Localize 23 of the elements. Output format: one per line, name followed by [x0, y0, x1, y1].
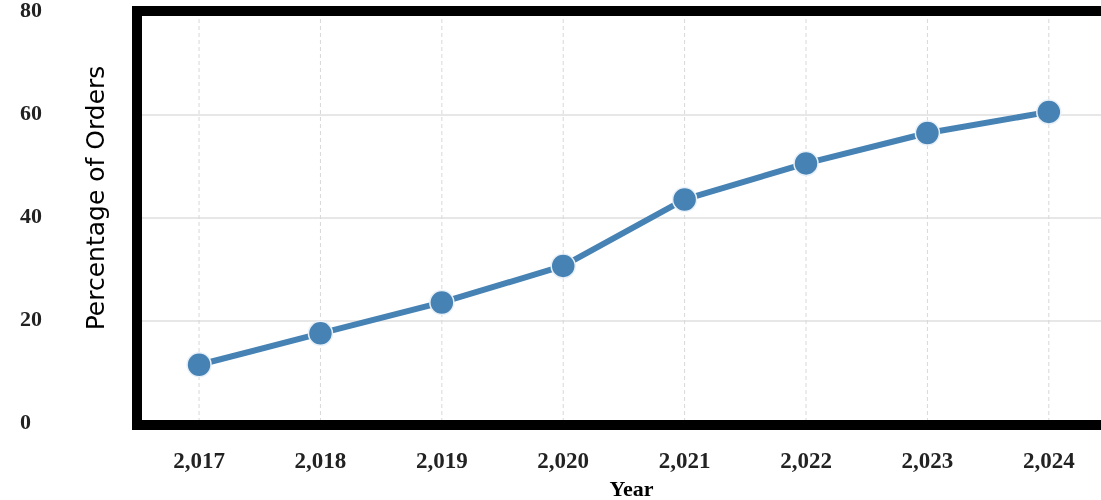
point [793, 150, 819, 177]
y-axis-title: Percentage of Orders [81, 65, 110, 331]
x-tick-label: 2,024 [1022, 448, 1076, 473]
y-tick-label: 80 [20, 0, 42, 23]
x-tick-label: 2,022 [780, 448, 832, 473]
x-axis-title: Year [609, 476, 654, 500]
y-tick-label: 0 [20, 409, 31, 435]
point [914, 120, 941, 146]
x-tick-label: 2,023 [901, 448, 954, 473]
point [307, 320, 334, 347]
point [429, 289, 455, 316]
y-tick-label: 20 [20, 306, 42, 332]
point [671, 186, 698, 213]
x-tick-label: 2,017 [173, 448, 225, 473]
point [550, 253, 576, 279]
x-tick-label: 2,019 [415, 448, 468, 473]
y-tick-label: 40 [20, 203, 42, 229]
x-tick-label: 2,021 [658, 448, 711, 473]
x-tick-label: 2,020 [537, 448, 590, 473]
point [186, 352, 212, 378]
y-tick-label: 60 [20, 100, 42, 126]
point [1036, 99, 1062, 125]
x-tick-label: 2,018 [294, 448, 347, 473]
